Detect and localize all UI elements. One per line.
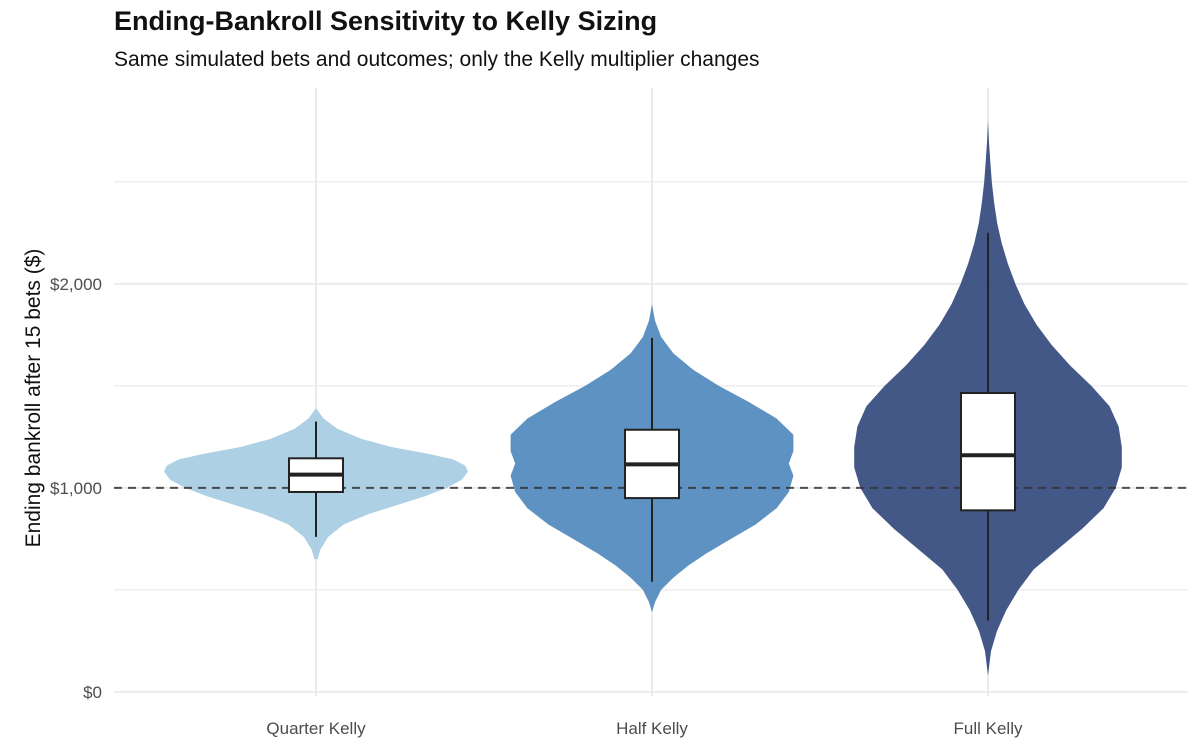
chart-title: Ending-Bankroll Sensitivity to Kelly Siz… [114,6,658,36]
boxplot-quarter-kelly [288,421,344,537]
y-tick-label: $0 [83,683,102,702]
boxplot-full-kelly [960,232,1016,621]
iqr-box [960,392,1016,512]
x-tick-label: Quarter Kelly [266,719,366,738]
boxplots [288,232,1016,621]
axes: $0 $1,000 $2,000 Quarter Kelly Half Kelly Ful… [50,275,1023,738]
chart-subtitle: Same simulated bets and outcomes; only t… [114,48,760,71]
y-tick-label: $2,000 [50,275,102,294]
y-tick-label: $1,000 [50,479,102,498]
boxplot-half-kelly [624,337,680,582]
x-tick-label: Half Kelly [616,719,688,738]
y-axis-label: Ending bankroll after 15 bets ($) [22,249,45,548]
x-tick-label: Full Kelly [954,719,1023,738]
